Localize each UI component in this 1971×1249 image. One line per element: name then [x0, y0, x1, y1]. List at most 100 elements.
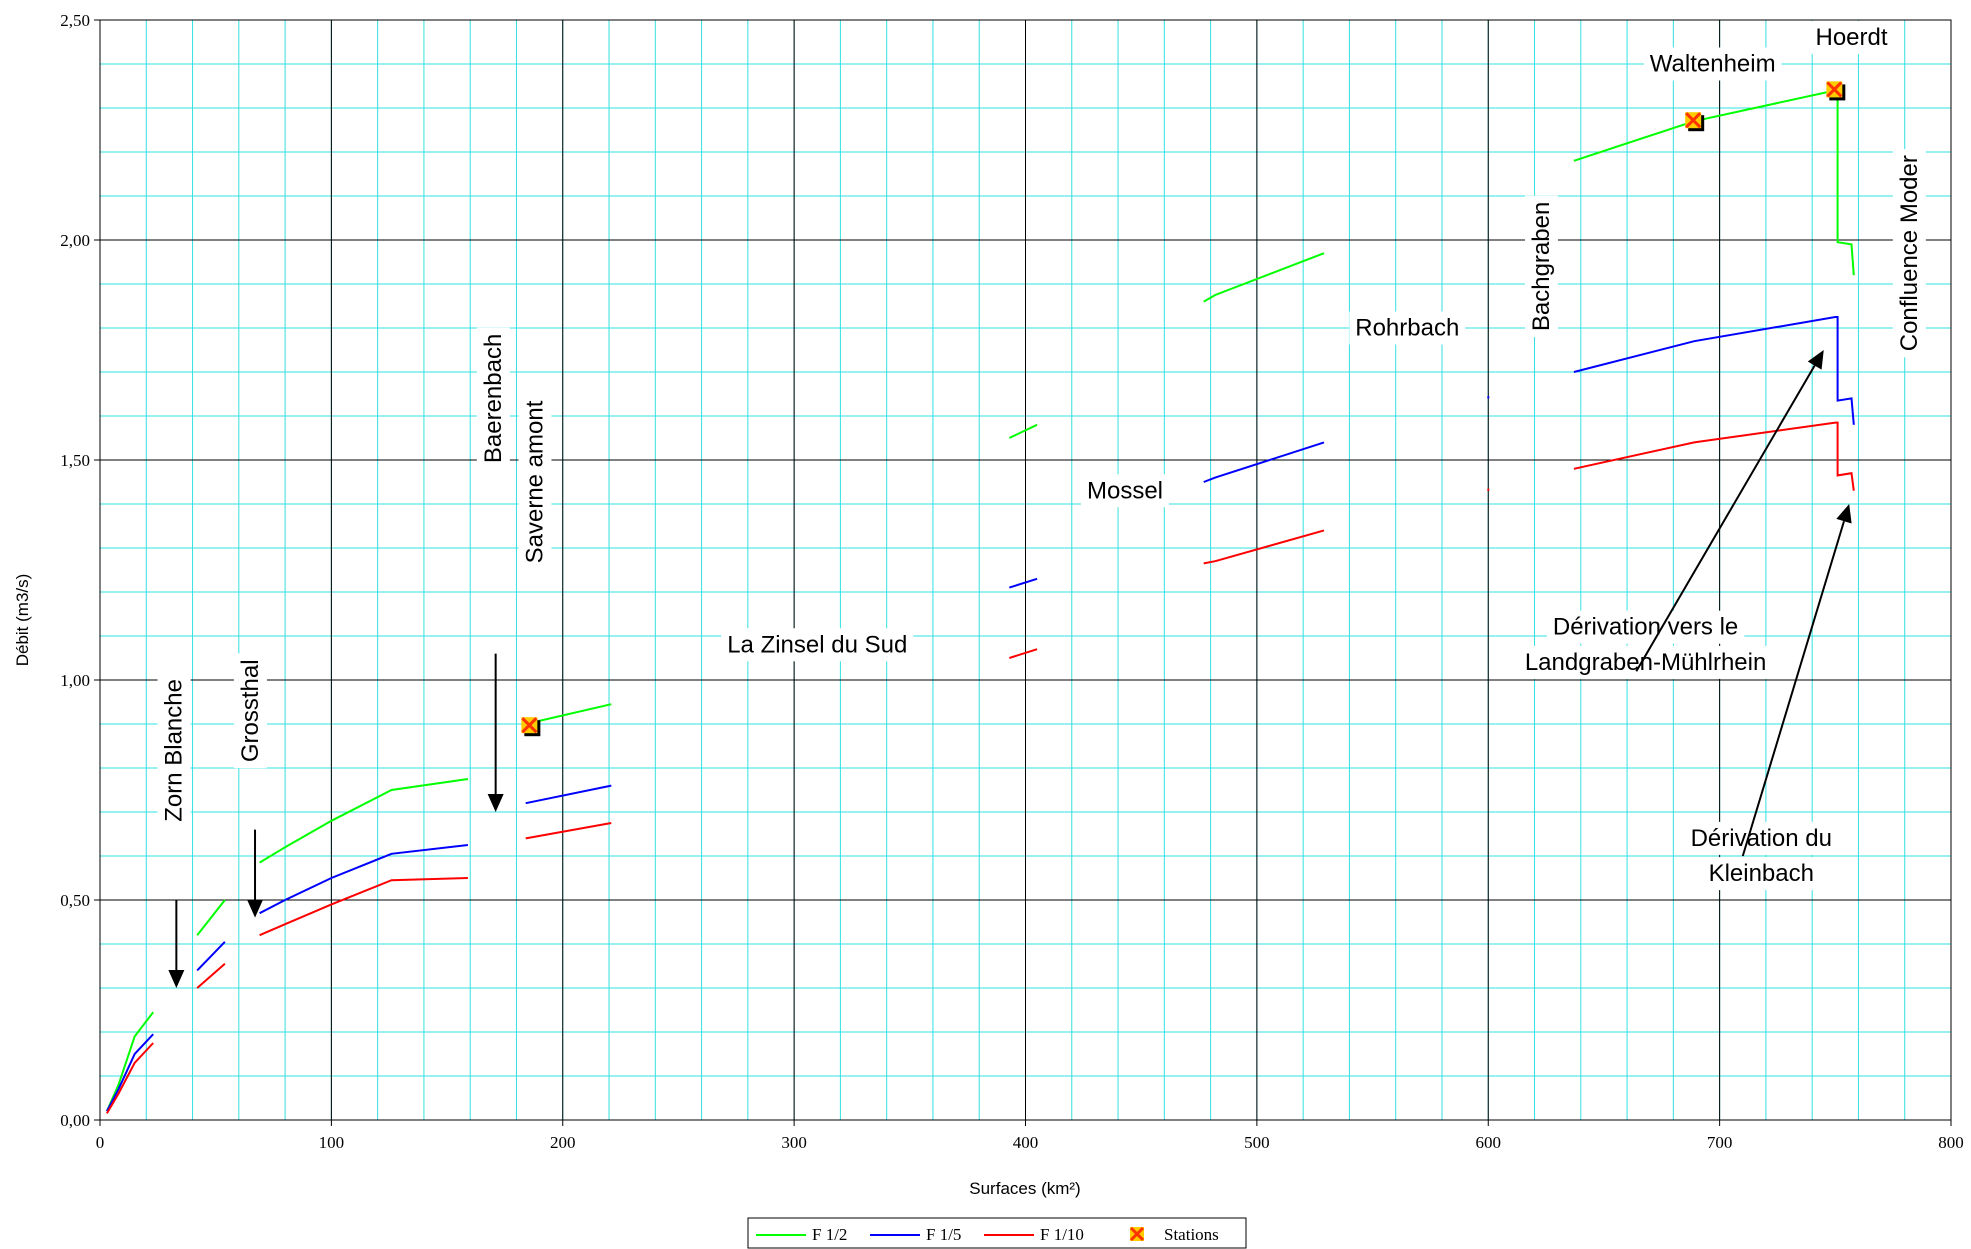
series-line: [259, 778, 469, 864]
y-tick-label: 1,50: [60, 451, 90, 470]
x-tick-label: 400: [1013, 1133, 1039, 1152]
annotation-bg: [1518, 645, 1773, 679]
legend-label-f15: F 1/5: [926, 1225, 961, 1244]
arrow-head: [247, 899, 264, 918]
annotation-label: Baerenbach: [480, 334, 507, 463]
annotation-label: Mossel: [1087, 477, 1163, 504]
annotation: Hoerdt: [1809, 21, 1894, 55]
annotation-label: Zorn Blanche: [161, 679, 188, 822]
series-line: [1573, 421, 1855, 491]
annotation-label: Landgraben-Mühlrhein: [1525, 649, 1767, 676]
annotation: La Zinsel du Sud: [721, 628, 914, 662]
series-line: [259, 877, 468, 937]
annotation-bg: [157, 673, 191, 828]
arrow: [1635, 350, 1824, 672]
annotation-label: La Zinsel du Sud: [727, 631, 907, 658]
annotation-label: Bachgraben: [1528, 202, 1555, 331]
legend-station-icon: [1129, 1226, 1145, 1242]
annotation: Mossel: [1080, 474, 1170, 508]
annotation: Waltenheim: [1643, 47, 1782, 81]
legend-box: [747, 1217, 1247, 1249]
annotation: Landgraben-Mühlrhein: [1518, 645, 1773, 679]
series-line: [196, 941, 226, 972]
annotation: Bachgraben: [1524, 195, 1558, 338]
series-line: [1573, 316, 1855, 425]
arrow: [487, 653, 504, 812]
annotation-label: Hoerdt: [1815, 24, 1887, 51]
annotation: Rohrbach: [1349, 311, 1466, 345]
y-axis-title: Débit (m3/s): [13, 574, 32, 667]
annotation-bg: [1684, 821, 1838, 855]
annotation-label: Confluence Moder: [1896, 155, 1923, 351]
annotation-bg: [233, 653, 267, 769]
y-tick-label: 2,00: [60, 231, 90, 250]
arrow-shaft: [1741, 520, 1845, 857]
arrow-head: [168, 970, 185, 988]
series-f-1-10: [106, 421, 1855, 1114]
station-marker: [521, 717, 541, 737]
annotation-label: Saverne amont: [521, 400, 548, 563]
y-axis: 0,00 0,50 1,00 1,50 2,00 2,50: [60, 11, 100, 1130]
series-line: [1203, 252, 1325, 303]
annotation-bg: [1892, 149, 1926, 358]
series-line: [1008, 423, 1038, 439]
annotation-label: Waltenheim: [1650, 51, 1776, 78]
series-f-1-5: [106, 316, 1855, 1112]
x-tick-label: 100: [319, 1133, 345, 1152]
legend-label-stations: Stations: [1164, 1225, 1219, 1244]
arrow: [247, 829, 264, 918]
legend-label-f12: F 1/2: [812, 1225, 847, 1244]
annotation-bg: [1809, 21, 1894, 55]
x-tick-label: 0: [96, 1133, 105, 1152]
station-marker: [1685, 112, 1705, 132]
annotation-bg: [1546, 610, 1745, 644]
arrow-shaft: [1635, 365, 1816, 672]
x-axis-title: Surfaces (km²): [969, 1179, 1080, 1198]
series-line: [106, 1042, 154, 1114]
y-tick-label: 2,50: [60, 11, 90, 30]
series-line: [1203, 529, 1325, 565]
arrow: [168, 900, 185, 988]
x-tick-label: 600: [1476, 1133, 1502, 1152]
annotation: Grossthal: [233, 653, 267, 769]
series-line: [196, 899, 226, 936]
annotation: Baerenbach: [476, 327, 510, 470]
annotations: Zorn Blanche Grossthal Baerenbach Saverne a…: [157, 21, 1926, 891]
y-tick-label: 0,50: [60, 891, 90, 910]
x-tick-label: 300: [781, 1133, 807, 1152]
y-tick-label: 0,00: [60, 1111, 90, 1130]
annotation-bg: [721, 628, 914, 662]
annotation: Dérivation du: [1684, 821, 1838, 855]
x-axis: 0 100 200 300 400 500 600 700 800: [96, 1120, 1964, 1152]
y-tick-label: 1,00: [60, 671, 90, 690]
series-line: [1203, 441, 1325, 483]
station-marker: [1826, 81, 1846, 101]
annotation-bg: [1643, 47, 1782, 81]
arrow-head: [1836, 504, 1852, 524]
series-line: [1008, 648, 1038, 659]
annotation-bg: [1349, 311, 1466, 345]
series-line: [106, 1033, 154, 1112]
annotation: Saverne amont: [518, 394, 552, 570]
x-tick-label: 800: [1938, 1133, 1964, 1152]
annotation-label: Dérivation du: [1691, 825, 1832, 852]
arrow: [1741, 504, 1852, 857]
series-line: [105, 1011, 154, 1112]
legend: F 1/2 F 1/5 F 1/10 Stations: [747, 1217, 1247, 1249]
annotation: Kleinbach: [1702, 857, 1820, 891]
annotation-bg: [1524, 195, 1558, 338]
series-line: [259, 844, 469, 915]
annotation-label: Kleinbach: [1709, 860, 1814, 887]
annotation-label: Dérivation vers le: [1553, 614, 1738, 641]
x-tick-label: 500: [1244, 1133, 1270, 1152]
stations: [521, 81, 1846, 737]
annotation: Dérivation vers le: [1546, 610, 1745, 644]
annotation-label: Grossthal: [237, 659, 264, 762]
annotation-bg: [1702, 857, 1820, 891]
annotation-bg: [476, 327, 510, 470]
annotation-label: Rohrbach: [1355, 315, 1459, 342]
annotation: Zorn Blanche: [157, 673, 191, 828]
series-line: [196, 963, 226, 989]
arrow-head: [487, 794, 504, 812]
